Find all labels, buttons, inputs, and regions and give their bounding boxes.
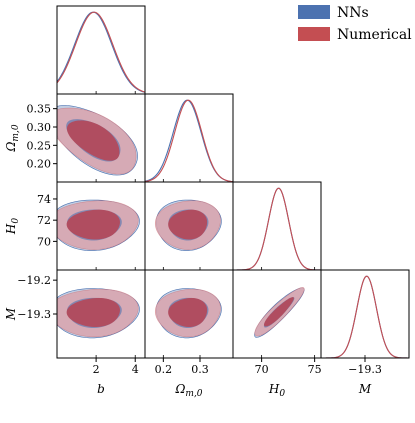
- panel-1d-Omega_m0: [144, 93, 234, 183]
- contour-numerical-68: [66, 209, 120, 240]
- legend-label-nns: NNs: [337, 5, 369, 21]
- contour-numerical-68: [66, 120, 120, 161]
- posterior-line-nns-M: [321, 275, 409, 359]
- x-tick-label-H0: 75: [308, 363, 322, 376]
- x-tick-label-Omega_m0: 0.3: [191, 363, 209, 376]
- panel-1d-H0: [232, 181, 322, 271]
- contour-numerical-68: [264, 297, 294, 327]
- x-axis-label-Omega_m0: Ωm,0: [174, 382, 202, 399]
- x-tick-label-b: 2: [93, 363, 100, 376]
- posterior-line-nns-b: [56, 11, 146, 93]
- y-tick-label-H0: 72: [37, 214, 51, 227]
- y-axis-label-M: M: [4, 307, 18, 321]
- y-tick-label-Omega_m0: 0.35: [27, 103, 52, 116]
- posterior-line-nns-Omega_m0: [144, 99, 234, 183]
- y-tick-label-Omega_m0: 0.25: [27, 139, 52, 152]
- y-tick-label-Omega_m0: 0.30: [27, 121, 52, 134]
- panel-frame: [144, 93, 234, 183]
- panel-1d-M: [320, 269, 410, 359]
- x-tick-label-H0: 70: [255, 363, 269, 376]
- legend-swatch-nns: [298, 5, 330, 19]
- x-tick-label-b: 4: [132, 363, 139, 376]
- x-tick-label-Omega_m0: 0.2: [155, 363, 173, 376]
- y-axis-label-Omega_m0: Ωm,0: [4, 124, 21, 152]
- contour-numerical-68: [168, 297, 208, 327]
- y-tick-label-Omega_m0: 0.20: [27, 158, 52, 171]
- panel-2d-b-M: [56, 269, 146, 359]
- x-axis-label-b: b: [97, 382, 105, 396]
- panel-2d-b-Omega_m0: [56, 93, 146, 183]
- posterior-line-numerical-H0: [233, 187, 322, 271]
- x-axis-label-H0: H0: [268, 382, 285, 399]
- y-axis-label-H0: H0: [4, 218, 21, 235]
- contour-numerical-68: [168, 209, 208, 240]
- x-axis-label-M: M: [358, 382, 372, 396]
- legend: NNs Numerical: [298, 5, 412, 43]
- panels: 2 4b0.2 0.3Ωm,070 75H0−19.3M0.200.250.300.3…: [4, 5, 410, 399]
- y-tick-label-H0: 70: [37, 235, 51, 248]
- panel-1d-b: [56, 5, 146, 95]
- posterior-line-numerical-M: [321, 275, 409, 359]
- posterior-line-numerical-b: [56, 11, 146, 93]
- x-tick-label-M: −19.3: [348, 363, 382, 376]
- panel-2d-b-H0: [56, 181, 146, 271]
- panel-2d-H0-M: [232, 269, 322, 359]
- posterior-line-numerical-Omega_m0: [144, 99, 234, 183]
- panel-frame: [232, 269, 322, 359]
- contour-numerical-68: [66, 297, 120, 327]
- panel-2d-Omega_m0-M: [144, 269, 234, 359]
- panel-frame: [320, 269, 410, 359]
- y-tick-label-M: −19.3: [17, 308, 51, 321]
- y-tick-label-M: −19.2: [17, 274, 51, 287]
- legend-label-numerical: Numerical: [337, 27, 412, 43]
- posterior-line-nns-H0: [233, 187, 322, 271]
- panel-2d-Omega_m0-H0: [144, 181, 234, 271]
- panel-frame: [232, 181, 322, 271]
- legend-swatch-numerical: [298, 27, 330, 41]
- y-tick-label-H0: 74: [37, 193, 51, 206]
